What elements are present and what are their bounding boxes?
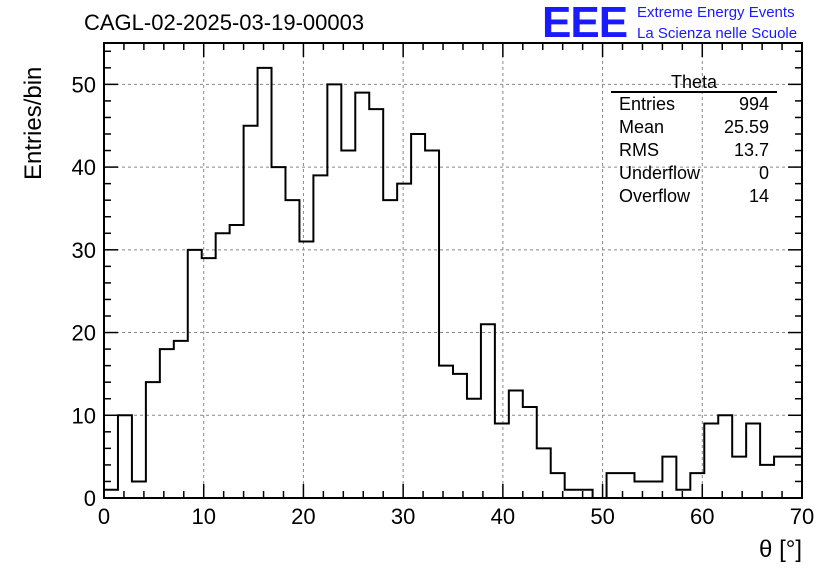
y-tick-label: 0 xyxy=(84,486,96,511)
eee-logo: EEE xyxy=(542,0,628,47)
stats-label: RMS xyxy=(619,140,659,160)
y-tick-label: 40 xyxy=(72,155,96,180)
x-axis-label: θ [°] xyxy=(759,536,802,563)
y-tick-label: 50 xyxy=(72,72,96,97)
stats-row-overflow: Overflow 14 xyxy=(611,185,777,208)
y-tick-label: 20 xyxy=(72,321,96,346)
stats-box: Theta Entries 994 Mean 25.59 RMS 13.7 Un… xyxy=(611,73,777,208)
run-title: CAGL-02-2025-03-19-00003 xyxy=(84,10,365,35)
stats-row-mean: Mean 25.59 xyxy=(611,116,777,139)
x-tick-label: 40 xyxy=(491,504,515,529)
x-tick-label: 20 xyxy=(291,504,315,529)
plot-frame xyxy=(103,42,803,499)
x-tick-label: 30 xyxy=(391,504,415,529)
y-tick-label: 30 xyxy=(72,238,96,263)
histogram-line xyxy=(104,66,802,499)
x-tick-label: 50 xyxy=(590,504,614,529)
x-tick-label: 60 xyxy=(690,504,714,529)
stats-label: Underflow xyxy=(619,163,701,183)
x-tick-label: 70 xyxy=(790,504,814,529)
stats-label: Entries xyxy=(619,94,676,114)
y-axis-label: Entries/bin xyxy=(20,66,47,180)
stats-value: 14 xyxy=(748,186,769,206)
stats-row-rms: RMS 13.7 xyxy=(611,139,777,162)
stats-row-entries: Entries 994 xyxy=(611,93,777,116)
x-tick-label: 10 xyxy=(191,504,215,529)
stats-label: Mean xyxy=(619,117,665,137)
y-tick-label: 10 xyxy=(72,403,96,428)
stats-value: 13.7 xyxy=(733,140,769,160)
axis-ticks xyxy=(103,43,803,499)
stats-value: 25.59 xyxy=(723,117,769,137)
x-tick-label: 0 xyxy=(98,504,110,529)
stats-row-underflow: Underflow 0 xyxy=(611,162,777,185)
stats-label: Overflow xyxy=(619,186,691,206)
stats-value: 994 xyxy=(738,94,769,114)
stats-value: 0 xyxy=(758,163,769,183)
stats-title: Theta xyxy=(611,73,777,93)
logo-subtitle-2: La Scienza nelle Scuole xyxy=(637,25,798,42)
axis-tick-labels: 0 10 20 30 40 50 60 70 0 10 20 30 40 50 xyxy=(72,72,815,529)
logo-subtitle-1: Extreme Energy Events xyxy=(637,4,795,21)
grid-lines xyxy=(104,43,802,498)
